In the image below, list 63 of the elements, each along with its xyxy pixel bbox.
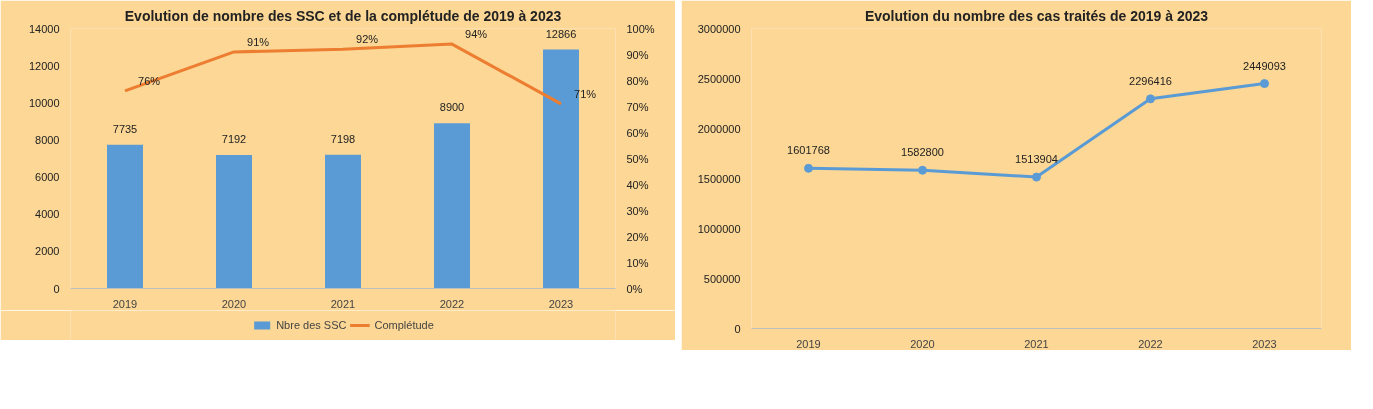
bar — [325, 154, 361, 289]
y-tick-label: 10000 — [28, 96, 60, 109]
data-label: 2296416 — [1129, 74, 1172, 87]
point — [1260, 79, 1269, 89]
bar — [434, 123, 470, 289]
y2-tick-label: 0% — [626, 282, 643, 295]
y-tick-label: 0 — [53, 282, 60, 295]
y2-tick-label: 40% — [626, 178, 649, 191]
x-tick-label: 2020 — [910, 337, 935, 350]
y2-tick-label: 100% — [626, 22, 655, 35]
data-label: 8900 — [439, 101, 465, 114]
x-tick-label: 2019 — [112, 297, 138, 310]
y-tick-label: 2000 — [35, 245, 60, 258]
y-tick-label: 4000 — [35, 208, 60, 221]
y-tick-label: 1000000 — [697, 222, 741, 235]
x-tick-label: 2021 — [330, 297, 356, 310]
data-label: 1513904 — [1015, 153, 1058, 166]
point — [918, 165, 927, 175]
y-tick-label: 6000 — [35, 171, 60, 184]
legend-label: Complétude — [374, 319, 434, 331]
legend-label: Nbre des SSC — [276, 319, 347, 331]
data-label: 1601768 — [787, 144, 830, 157]
y-tick-label: 0 — [734, 322, 741, 335]
data-label: 7192 — [221, 132, 247, 145]
x-tick-label: 2022 — [1138, 337, 1163, 350]
y2-tick-label: 30% — [626, 204, 649, 217]
data-label: 92% — [356, 33, 379, 46]
point — [804, 163, 813, 173]
data-label: 91% — [247, 35, 270, 48]
chart-title: Evolution de nombre des SSC et de la complétude de 2019 à 2023 — [124, 7, 562, 24]
data-label: 7198 — [330, 132, 356, 145]
y-tick-label: 2500000 — [697, 72, 741, 85]
point — [1146, 94, 1155, 104]
y2-tick-label: 10% — [626, 256, 649, 269]
bar — [216, 154, 252, 289]
y2-tick-label: 70% — [626, 100, 649, 113]
y-tick-label: 12000 — [28, 59, 60, 72]
y2-tick-label: 50% — [626, 152, 649, 165]
data-label: 94% — [465, 28, 488, 41]
y2-tick-label: 60% — [626, 126, 649, 139]
y-tick-label: 2000000 — [697, 122, 741, 135]
point — [1032, 172, 1041, 182]
y-tick-label: 3000000 — [697, 22, 741, 35]
y-tick-label: 14000 — [28, 22, 60, 35]
x-tick-label: 2021 — [1024, 337, 1049, 350]
y-tick-label: 8000 — [35, 133, 60, 146]
x-tick-label: 2023 — [1252, 337, 1277, 350]
data-label: 12866 — [545, 27, 577, 40]
x-tick-label: 2019 — [796, 337, 821, 350]
y2-tick-label: 90% — [626, 48, 649, 61]
data-label: 2449093 — [1243, 59, 1286, 72]
x-tick-label: 2022 — [439, 297, 465, 310]
data-label: 76% — [138, 74, 161, 87]
y-tick-label: 1500000 — [697, 172, 741, 185]
data-label: 7735 — [112, 122, 138, 135]
data-label: 1582800 — [901, 146, 944, 159]
bar — [107, 144, 143, 289]
y2-tick-label: 80% — [626, 74, 649, 87]
y-tick-label: 500000 — [703, 272, 741, 285]
y2-tick-label: 20% — [626, 230, 649, 243]
x-tick-label: 2023 — [548, 297, 574, 310]
x-tick-label: 2020 — [221, 297, 247, 310]
chart-title: Evolution du nombre des cas traités de 2019 à 2023 — [864, 7, 1209, 24]
